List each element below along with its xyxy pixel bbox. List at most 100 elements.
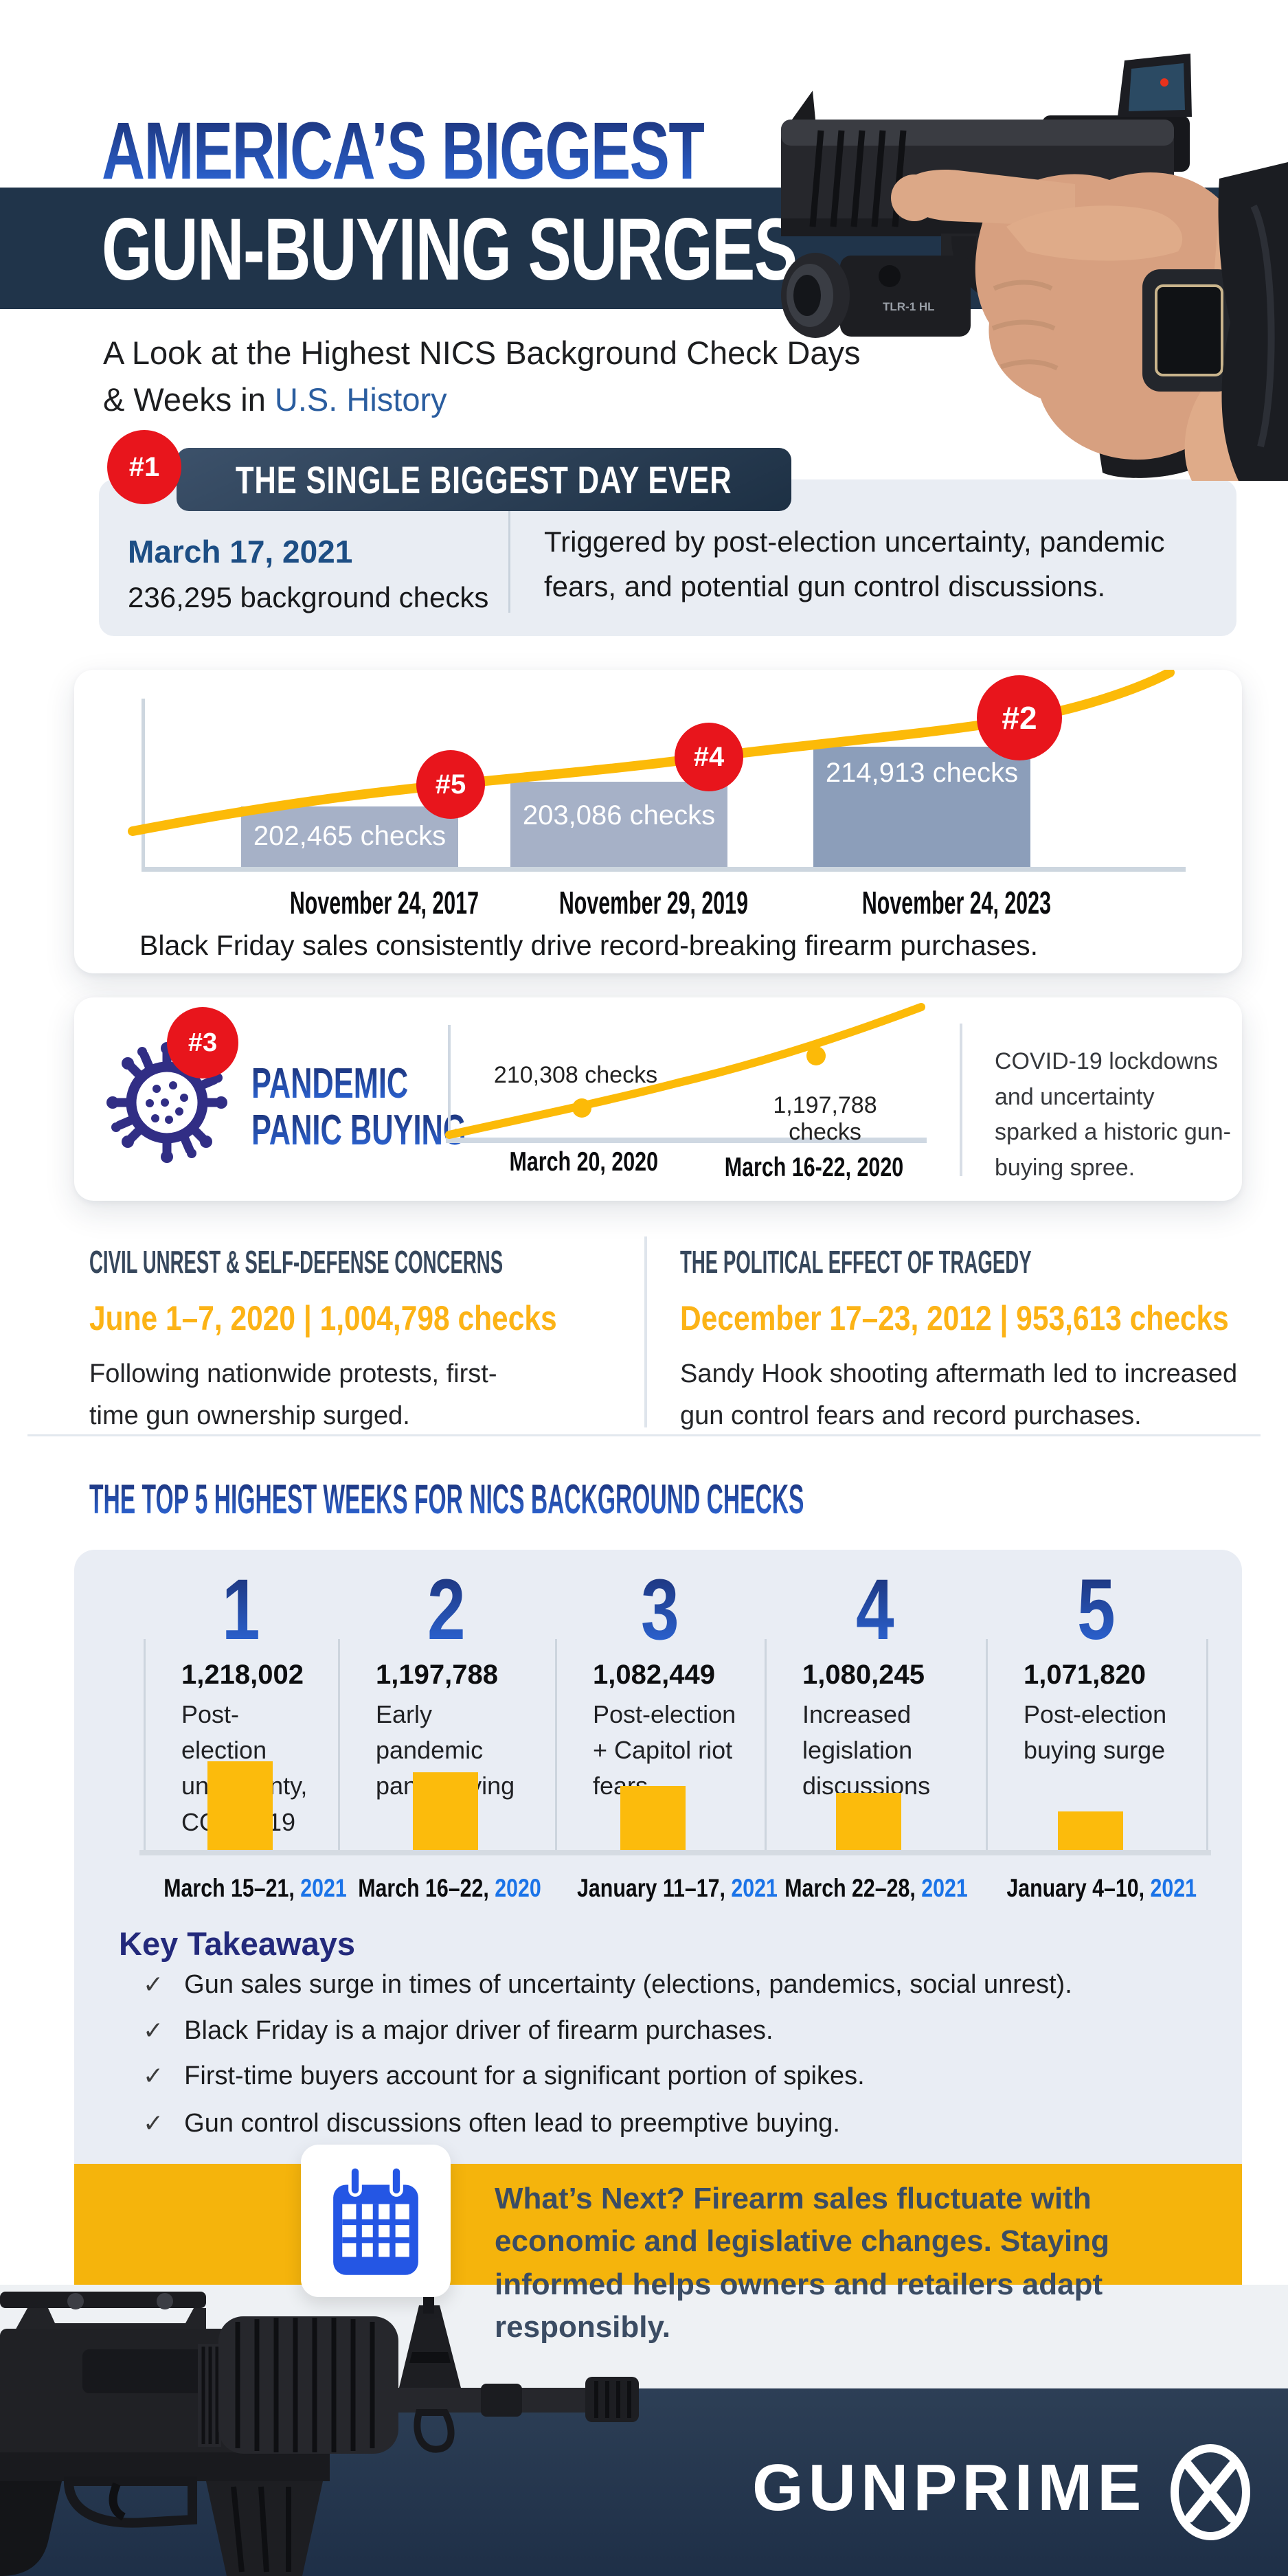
point-value-1: 210,308 checks [493,1062,658,1088]
pandemic-card: #3 PANDEMIC PANIC BUYING 210,308 checks … [74,997,1242,1201]
rank-number-2: 2 [427,1562,466,1658]
week-value: 1,080,245 [802,1660,925,1690]
check-icon: ✓ [143,1970,164,1998]
pandemic-line [445,1003,925,1139]
record-day-stat: 236,295 background checks [128,581,489,613]
event-tragedy: THE POLITICAL EFFECT OF TRAGEDY December… [680,1243,1271,1437]
virus-icon [106,1042,227,1163]
bar-date-2023: November 24, 2023 [861,885,1051,920]
bar-value-2019: 203,086 checks [522,800,716,831]
rank-badge-2: #2 [977,675,1062,760]
divider [986,1639,988,1853]
key-takeaways-header: Key Takeaways [119,1925,356,1962]
bar-2019 [510,782,727,872]
event-stat: December 17–23, 2012 | 953,613 checks [680,1299,1229,1337]
check-icon: ✓ [143,2109,164,2137]
week-bar-3 [620,1786,686,1850]
rank-number-4: 4 [856,1562,894,1658]
divider [1206,1639,1208,1853]
event-description: Sandy Hook shooting aftermath led to inc… [680,1359,1238,1430]
top5-card: 1 2 3 4 5 1,218,002 1,197,788 1,082,449 … [74,1550,1242,2284]
divider [644,1236,647,1427]
event-header: CIVIL UNREST & SELF-DEFENSE CONCERNS [89,1244,504,1280]
week-date: March 16–22, 2020 [358,1874,541,1902]
page-title-line2: GUN-BUYING SURGES [102,201,798,299]
black-friday-caption: Black Friday sales consistently drive re… [139,929,1038,961]
week-bar-1 [207,1761,273,1850]
week-value: 1,218,002 [181,1660,304,1690]
divider [144,1639,146,1853]
section1-header: THE SINGLE BIGGEST DAY EVER [236,457,732,501]
rank-badge-5: #5 [416,750,485,819]
brand-emblem-icon [1171,2444,1250,2540]
y-axis [142,699,145,870]
light-brand-label: TLR-1 HL [883,300,935,313]
divider [27,1434,1261,1436]
point-date-1: March 20, 2020 [509,1147,658,1177]
rank-number-5: 5 [1076,1562,1116,1658]
page-subtitle: A Look at the Highest NICS Background Ch… [103,335,861,418]
bar-value-2023: 214,913 checks [825,758,1019,788]
calendar-icon [333,2165,418,2275]
pistol-photo-illustration: HOLOSUN TLR-1 HL [781,54,1288,481]
week-bar-5 [1058,1811,1123,1850]
x-axis [139,1850,1211,1855]
week-description: Increased legislation discussions [802,1700,931,1800]
events-section: CIVIL UNREST & SELF-DEFENSE CONCERNS Jun… [0,1236,1288,1439]
takeaway-item: ✓ Black Friday is a major driver of firea… [143,2016,773,2045]
bar-2023 [813,747,1030,872]
bar-value-2017: 202,465 checks [253,821,447,851]
bar-date-2019: November 29, 2019 [558,885,748,920]
record-day-description: Triggered by post-election uncertainty, … [544,526,1165,603]
whats-next-text: What’s Next? Firearm sales fluctuate wit… [495,2182,1109,2345]
check-icon: ✓ [143,2016,164,2044]
divider [765,1639,767,1853]
divider [508,504,510,613]
week-bar-2 [413,1772,478,1850]
rank-badge-3: #3 [167,1007,238,1078]
week-value: 1,197,788 [376,1660,498,1690]
record-day-date: March 17, 2021 [128,534,353,569]
week-value: 1,082,449 [593,1660,715,1690]
bar-date-2017: November 24, 2017 [289,885,479,920]
week-date: March 22–28, 2021 [784,1874,968,1902]
event-civil-unrest: CIVIL UNREST & SELF-DEFENSE CONCERNS Jun… [89,1243,611,1437]
week-description: Post-election buying surge [1024,1700,1167,1765]
event-stat: June 1–7, 2020 | 1,004,798 checks [89,1299,557,1337]
takeaway-item: ✓ Gun sales surge in times of uncertainty… [143,1970,1072,1999]
bar-2017 [241,806,458,872]
check-icon: ✓ [143,2061,164,2090]
rank-badge-1: #1 [107,430,181,504]
rank-number-1: 1 [221,1562,260,1658]
calendar-card [301,2145,451,2297]
subtitle-highlight: U.S. History [274,381,447,418]
takeaway-item: ✓ Gun control discussions often lead to p… [143,2109,840,2138]
week-description: Post-election + Capitol riot fears [593,1700,736,1800]
rifle-photo-illustration [0,2286,639,2576]
divider [555,1639,557,1853]
top5-header: THE TOP 5 HIGHEST WEEKS FOR NICS BACKGRO… [89,1476,804,1522]
black-friday-chart-card: 202,465 checks 203,086 checks 214,913 ch… [74,670,1242,973]
event-header: THE POLITICAL EFFECT OF TRAGEDY [680,1244,1032,1280]
week-description: Early pandemic panic buying [376,1700,515,1800]
whats-next-band [74,2164,1242,2285]
x-axis [142,867,1186,872]
point-date-2: March 16-22, 2020 [724,1153,904,1182]
x-axis [446,1138,927,1143]
section1-header-pill: THE SINGLE BIGGEST DAY EVER [177,448,791,511]
pandemic-description: COVID-19 lockdowns and uncertainty spark… [995,1048,1231,1182]
rank-badge-4: #4 [675,723,743,791]
week-date: January 11–17, 2021 [577,1874,778,1902]
week-date: January 4–10, 2021 [1006,1874,1197,1902]
y-axis [448,1025,451,1140]
divider [338,1639,340,1853]
divider [960,1024,962,1176]
takeaway-item: ✓ First-time buyers account for a signifi… [143,2061,865,2090]
weapon-light [840,256,971,337]
page-title-line1: AMERICA’S BIGGEST [102,106,705,196]
event-description: Following nationwide protests, first-tim… [89,1359,497,1430]
brand-wordmark: GUNPRIME [752,2451,1146,2524]
point-value-2: 1,197,788 checks [773,1092,877,1145]
pandemic-title: PANDEMIC PANIC BUYING [251,1060,466,1155]
rank-number-3: 3 [640,1562,679,1658]
